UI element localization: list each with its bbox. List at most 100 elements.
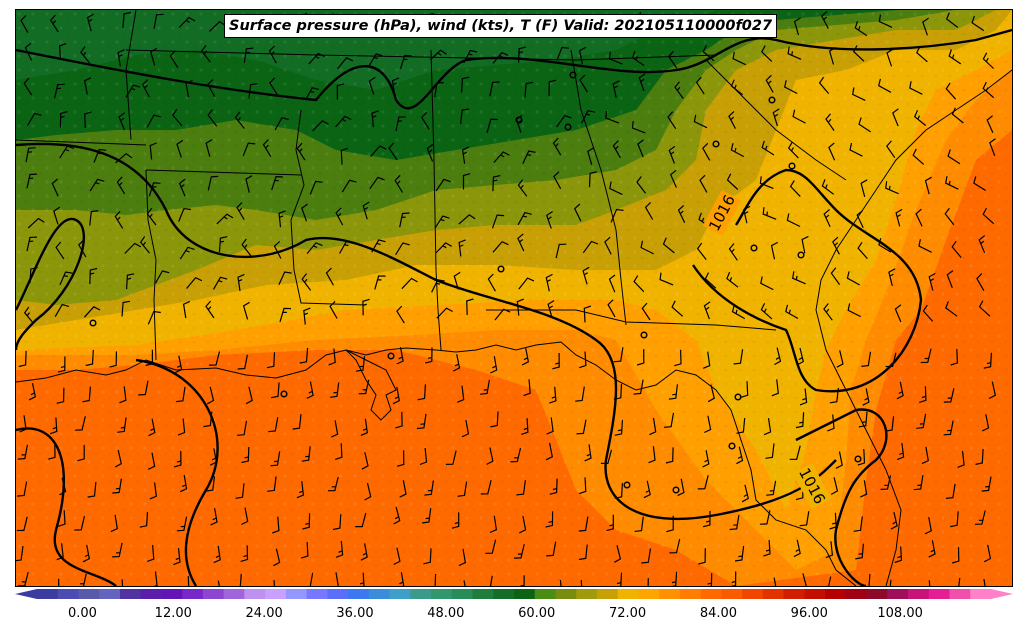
wind-barb xyxy=(242,301,250,320)
wind-barb xyxy=(659,272,674,286)
wind-barb xyxy=(266,352,276,369)
wind-barb xyxy=(182,300,191,319)
wind-barb xyxy=(368,76,376,95)
wind-barb xyxy=(818,76,830,94)
wind-barb xyxy=(83,306,101,318)
wind-barb xyxy=(59,111,68,128)
colorbar-cell xyxy=(825,589,847,599)
wind-barb xyxy=(799,511,810,527)
wind-barb xyxy=(301,203,308,222)
wind-barb xyxy=(492,240,509,253)
colorbar-cell xyxy=(928,589,950,599)
wind-barb xyxy=(830,477,839,495)
state-border-fl-north xyxy=(486,309,777,331)
wind-barb xyxy=(924,516,932,535)
wind-barb xyxy=(53,206,61,225)
wind-barb xyxy=(832,236,840,255)
wind-barb xyxy=(112,542,123,558)
wind-barb xyxy=(178,178,186,197)
wind-barb xyxy=(766,480,777,496)
wind-barb xyxy=(480,480,492,495)
wind-barb xyxy=(792,109,806,124)
wind-barb xyxy=(416,413,427,430)
wind-barb xyxy=(85,349,94,367)
wind-barb xyxy=(74,515,85,531)
wind-barb xyxy=(741,484,749,503)
wind-barb xyxy=(556,46,569,61)
wind-barb xyxy=(457,481,468,497)
wind-barb xyxy=(24,42,33,61)
wind-barb xyxy=(269,77,278,96)
wind-barb xyxy=(395,242,410,256)
wind-barb xyxy=(853,516,863,532)
colorbar-tick-label: 48.00 xyxy=(427,606,465,621)
wind-barb xyxy=(141,79,150,98)
wind-barb xyxy=(331,420,339,438)
wind-barb xyxy=(726,271,739,288)
wind-barb xyxy=(147,545,155,562)
wind-barb xyxy=(633,275,645,293)
wind-barb xyxy=(518,46,527,63)
wind-barb xyxy=(370,145,387,157)
wind-barb xyxy=(521,347,530,366)
isobar-florida-south xyxy=(795,408,888,586)
wind-barb xyxy=(308,52,325,65)
wind-barb xyxy=(763,418,772,436)
wind-barb xyxy=(355,512,367,528)
wind-barb xyxy=(983,544,992,563)
wind-barb xyxy=(147,310,161,325)
wind-barb xyxy=(575,386,585,402)
wind-barb xyxy=(146,207,157,226)
wind-barb xyxy=(796,347,804,366)
isobar-west-loop xyxy=(16,217,86,351)
wind-barb xyxy=(26,236,38,252)
wind-barb xyxy=(510,447,522,463)
colorbar-tick-label: 108.00 xyxy=(877,606,923,621)
wind-barb xyxy=(555,243,567,259)
wind-barb xyxy=(303,307,311,325)
state-border-ms-al xyxy=(430,49,442,351)
wind-barb xyxy=(889,579,892,586)
wind-barb xyxy=(205,476,216,492)
wind-barb xyxy=(335,207,344,226)
wind-barb xyxy=(878,238,892,253)
wind-barb xyxy=(368,53,384,67)
wind-barb xyxy=(87,482,97,498)
mississippi-delta xyxy=(345,349,397,421)
wind-barb xyxy=(846,271,860,286)
wind-barb xyxy=(523,379,531,397)
wind-barb xyxy=(545,442,553,461)
wind-barb xyxy=(236,202,245,221)
wind-barb xyxy=(248,83,258,99)
colorbar-cell xyxy=(451,589,473,599)
wind-barb xyxy=(434,81,444,98)
wind-barb xyxy=(340,147,348,165)
wind-barb xyxy=(237,273,245,292)
wind-barb xyxy=(982,52,995,69)
wind-barb xyxy=(579,477,587,495)
wind-barb xyxy=(56,543,64,561)
wind-barb xyxy=(771,379,779,397)
wind-barb xyxy=(271,175,283,191)
wind-barb xyxy=(205,300,215,319)
wind-barb xyxy=(945,176,959,190)
wind-barb xyxy=(306,381,314,399)
colorbar-cell xyxy=(472,589,494,599)
wind-barb xyxy=(784,80,798,95)
wind-barb xyxy=(337,57,354,70)
wind-barb xyxy=(435,178,451,192)
wind-barb xyxy=(516,480,526,496)
wind-barb xyxy=(445,450,457,465)
wind-barb xyxy=(86,13,94,32)
wind-barb xyxy=(115,152,133,164)
wind-barb xyxy=(175,386,186,403)
wind-barb xyxy=(178,207,191,222)
wind-barb xyxy=(912,148,925,165)
wind-barb xyxy=(950,511,959,528)
wind-barb xyxy=(393,547,401,566)
wind-barb xyxy=(733,349,744,365)
colorbar-cell xyxy=(908,589,930,599)
wind-barb xyxy=(743,205,751,224)
wind-barb xyxy=(371,239,386,253)
wind-barb xyxy=(176,516,188,532)
